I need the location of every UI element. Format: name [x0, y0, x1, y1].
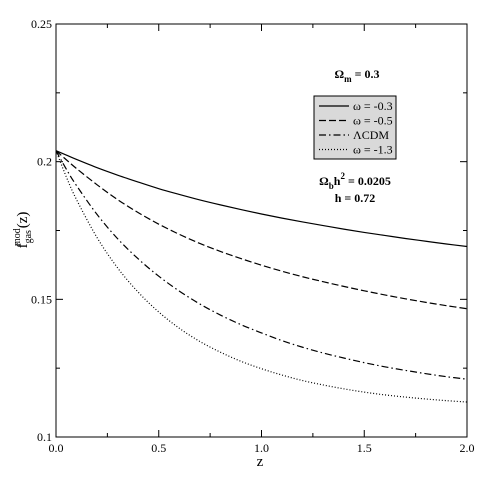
x-tick-label: 1.5 — [357, 441, 372, 455]
legend-label: ω = -0.3 — [353, 99, 393, 113]
legend-header: Ωm = 0.3 — [335, 67, 380, 84]
annotation-h-sup: 2 — [340, 171, 345, 181]
y-axis-label-sub: gas — [23, 230, 34, 243]
x-tick-label: 0.5 — [151, 441, 166, 455]
series-line-4 — [55, 150, 468, 403]
y-axis-label-sup: mod — [12, 228, 23, 246]
y-tick-label: 0.2 — [37, 155, 52, 169]
plot-frame — [55, 23, 468, 438]
y-axis-label-tail: (z) — [15, 212, 31, 229]
y-axis-label: fgasmod(z) — [12, 212, 34, 249]
x-tick-label: 1.0 — [254, 441, 269, 455]
annotation-h: h — [334, 174, 341, 188]
legend-header-symbol: Ω — [335, 67, 345, 81]
y-axis-label-base: f — [15, 243, 31, 248]
annotation-rest: = 0.0205 — [345, 174, 391, 188]
annotation-hubble: h = 0.72 — [335, 191, 376, 205]
legend-header-sub: m — [344, 74, 352, 84]
axis-ticks: 0.0 0.5 1.0 1.5 2.0 0.1 0.15 0.2 0.25 — [31, 17, 475, 455]
legend-label: ω = -0.5 — [353, 114, 393, 128]
legend-header-rest: = 0.3 — [352, 67, 380, 81]
x-axis-label: z — [257, 454, 264, 470]
x-tick-label: 2.0 — [460, 441, 475, 455]
series-layer — [55, 150, 468, 403]
y-tick-label: 0.1 — [37, 430, 52, 444]
legend-label: ω = -1.3 — [353, 143, 393, 157]
y-tick-label: 0.15 — [31, 292, 52, 306]
x-tick-label: 0.0 — [49, 441, 64, 455]
y-tick-label: 0.25 — [31, 17, 52, 31]
series-line-3 — [55, 150, 468, 380]
series-line-1 — [55, 150, 468, 248]
legend-label: ΛCDM — [353, 128, 389, 142]
annotation-baryon-density: Ωbh2 = 0.0205 — [319, 171, 391, 191]
series-line-2 — [55, 150, 468, 310]
annotation-omega-symbol: Ω — [319, 174, 329, 188]
annotation-omega-sub: b — [329, 181, 334, 191]
